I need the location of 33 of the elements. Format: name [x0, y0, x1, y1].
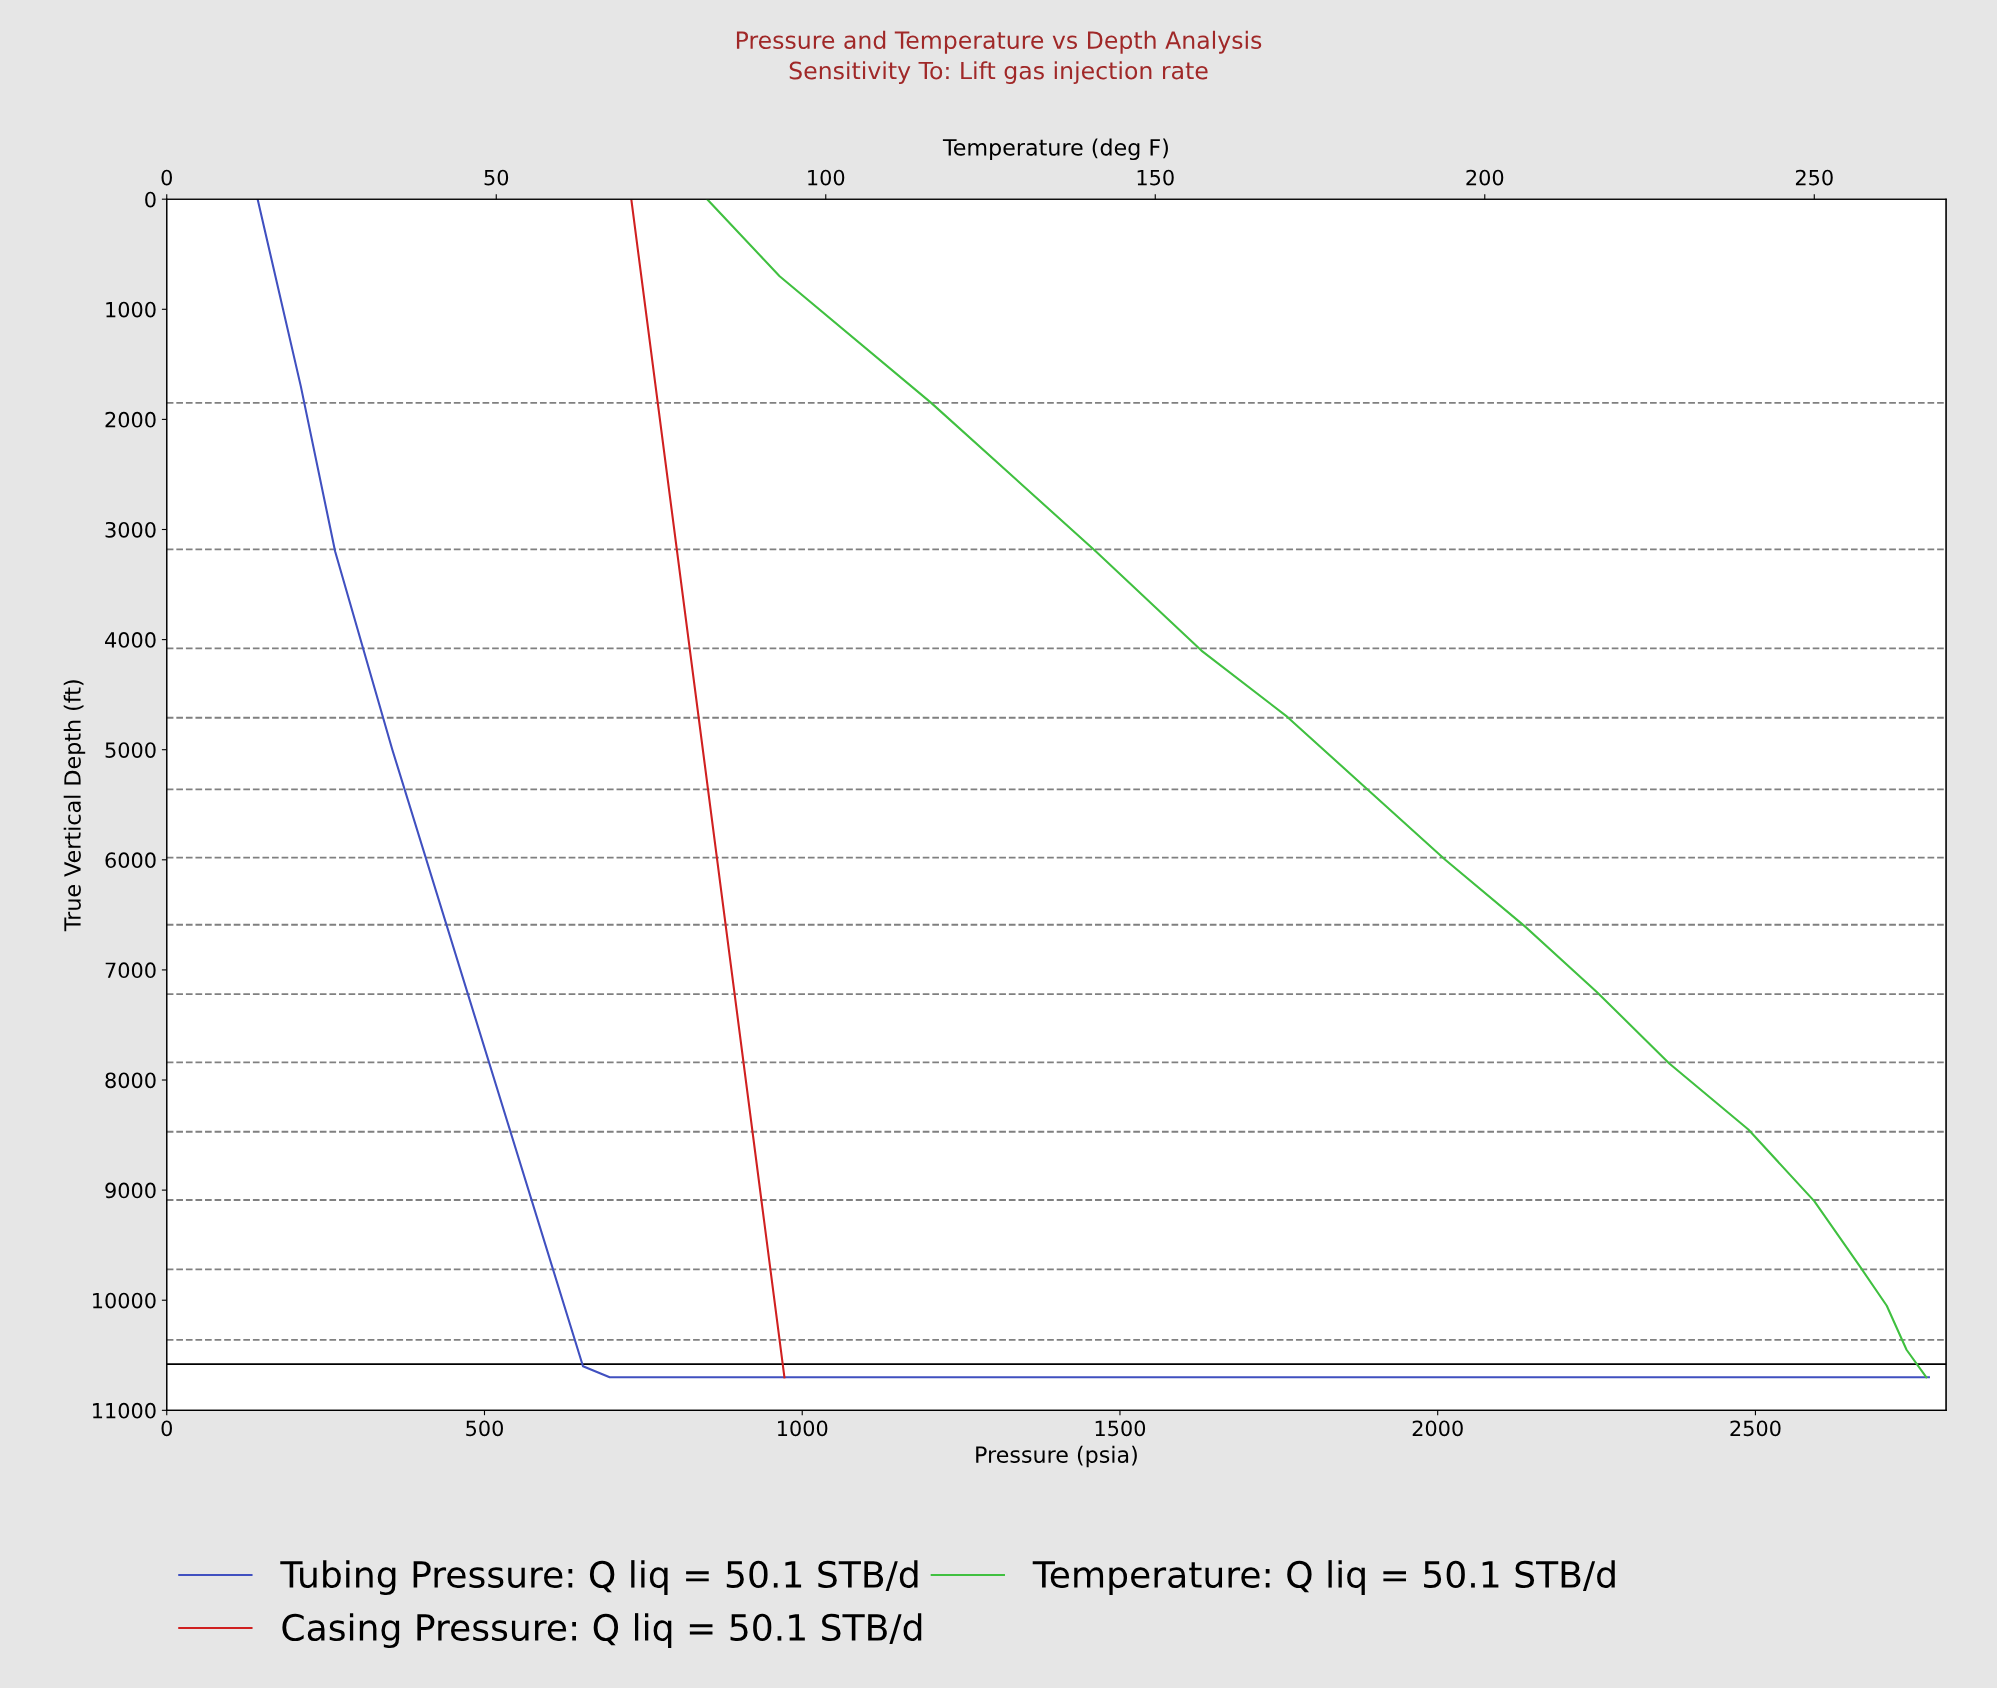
legend-label: Casing Pressure: Q liq = 50.1 STB/d [282, 1613, 922, 1649]
y-tick-label: 0 [145, 191, 156, 208]
chart-title: Pressure and Temperature vs Depth Analysis [736, 30, 1262, 54]
x2-tick-label: 50 [484, 169, 509, 186]
y-tick-label: 2000 [105, 411, 156, 428]
x-tick-label: 0 [161, 1420, 172, 1437]
chart-subtitle: Sensitivity To: Lift gas injection rate [789, 61, 1208, 85]
y-tick-label: 8000 [105, 1072, 156, 1089]
y-tick-label: 9000 [105, 1182, 156, 1199]
y-tick-label: 10000 [93, 1292, 156, 1309]
x-tick-label: 1000 [778, 1420, 828, 1437]
line-series [256, 199, 1930, 1379]
legend-label: Temperature: Q liq = 50.1 STB/d [1032, 1560, 1615, 1596]
y-tick-label: 3000 [105, 521, 156, 538]
x-tick-label: 1500 [1095, 1420, 1146, 1437]
y-axis-title: True Vertical Depth (ft) [63, 680, 86, 932]
x2-tick-label: 100 [808, 169, 845, 186]
x2-tick-label: 200 [1466, 169, 1504, 186]
x2-tick-label: 250 [1795, 169, 1833, 186]
x-tick-label: 2500 [1730, 1420, 1781, 1437]
y-tick-label: 4000 [105, 632, 156, 648]
y-tick-label: 7000 [105, 962, 156, 979]
x2-tick-label: 0 [161, 169, 172, 186]
x-axis-title: Pressure (psia) [976, 1445, 1137, 1468]
y-tick-label: 6000 [105, 852, 156, 869]
y-tick-label: 5000 [105, 742, 156, 758]
x-tick-label: 2000 [1412, 1420, 1463, 1437]
legend-label: Tubing Pressure: Q liq = 50.1 STB/d [280, 1560, 918, 1596]
x2-axis-title: Temperature (deg F) [942, 138, 1168, 161]
y-tick-label: 11000 [93, 1402, 156, 1419]
x2-tick-label: 150 [1137, 169, 1174, 186]
x-tick-label: 500 [466, 1420, 503, 1437]
y-tick-label: 1000 [106, 301, 156, 318]
